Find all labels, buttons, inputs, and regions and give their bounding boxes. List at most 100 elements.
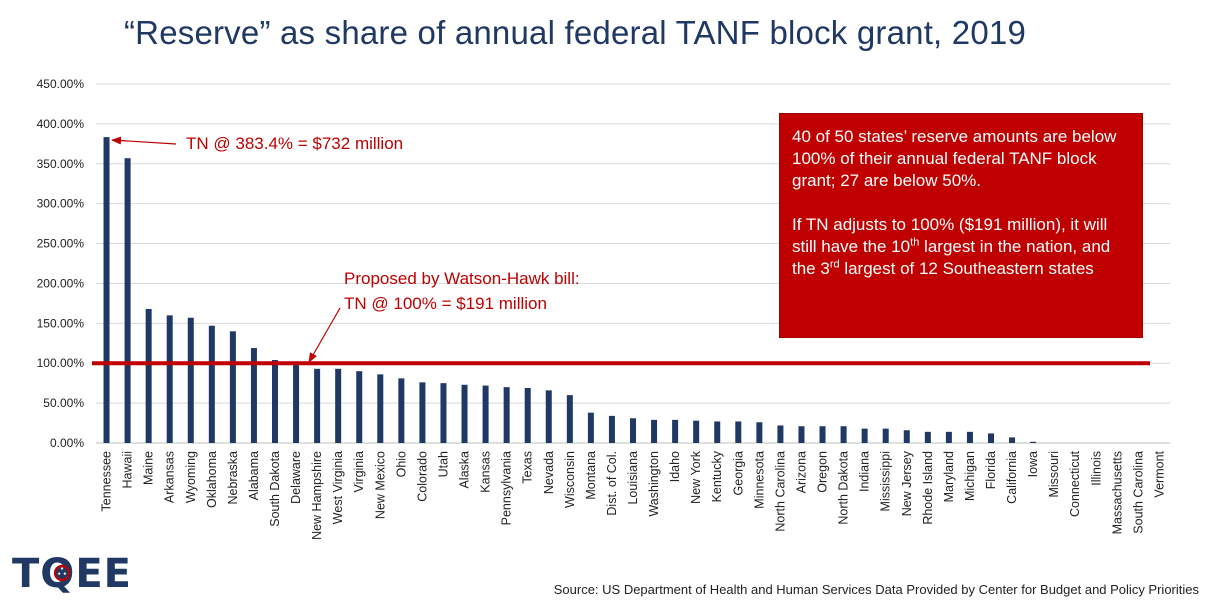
x-tick-label: Rhode Island [921,451,935,525]
x-tick-label: Tennessee [100,451,114,512]
bar [945,431,952,443]
bar [377,374,384,443]
logo-letters-ee: EE [75,551,132,597]
x-tick-label: New York [689,450,703,504]
callout-text-b: largest in the nation, and the 3 [792,237,1111,278]
x-tick-label: New Hampshire [310,451,324,540]
x-tick-label: Florida [984,451,998,489]
x-tick-label: Virginia [352,451,366,493]
bar [777,425,784,443]
x-axis-tick-labels: Tennessee Hawaii Maine Arkansas Wyoming Oklah… [100,450,1167,540]
bar [272,360,278,443]
bar [335,368,342,443]
x-tick-label: North Carolina [773,451,787,532]
x-tick-label: New Mexico [373,451,387,519]
x-tick-label: Louisiana [626,451,640,505]
callout-text-c: largest of 12 Southeastern states [839,259,1094,278]
x-tick-label: South Carolina [1131,451,1145,534]
bar [250,348,257,443]
x-tick-label: Nevada [542,451,556,494]
bar [145,308,152,443]
x-tick-label: Pennsylvania [500,451,514,525]
x-tick-label: Iowa [1026,451,1040,477]
tn-annotation-arrow [111,136,177,145]
x-tick-label: South Dakota [268,451,282,527]
bar [714,421,721,443]
x-tick-label: Illinois [1089,451,1103,486]
bar [861,428,868,443]
x-tick-label: Vermont [1152,450,1166,497]
callout-paragraph-2: If TN adjusts to 100% ($191 million), it… [792,214,1134,280]
annotation-arrows [111,136,341,363]
x-tick-label: Michigan [963,451,977,501]
y-tick-label: 50.00% [43,396,84,410]
bars [103,137,1037,443]
x-tick-label: Mississippi [879,451,893,511]
bar [672,419,679,443]
y-tick-label: 0.00% [50,436,84,450]
x-tick-label: Maine [142,451,156,485]
x-tick-label: West Virginia [331,451,345,524]
bar [187,317,194,443]
y-tick-label: 450.00% [37,77,85,91]
x-tick-label: Georgia [731,451,745,496]
y-tick-label: 150.00% [37,316,85,330]
y-axis-tick-labels: 0.00% 50.00% 100.00% 150.00% 200.00% 250.00% 3… [37,77,85,450]
bar [524,387,531,443]
x-tick-label: Oklahoma [205,451,219,508]
x-tick-label: Kansas [479,451,493,493]
x-tick-label: Alabama [247,451,261,500]
x-tick-label: Wisconsin [563,451,577,508]
bar [966,431,973,443]
x-tick-label: Kentucky [710,450,724,502]
watson-annotation-line-1: Proposed by Watson-Hawk bill: [344,269,580,288]
bar [903,430,910,443]
x-tick-label: Montana [584,451,598,500]
bar [651,419,658,443]
y-tick-label: 300.00% [37,197,85,211]
x-tick-label: Missouri [1047,451,1061,498]
callout-superscript-th: th [910,236,920,249]
y-tick-label: 100.00% [37,356,85,370]
x-tick-label: Utah [436,451,450,477]
x-tick-label: Wyoming [184,451,198,503]
y-tick-label: 350.00% [37,157,85,171]
bar [1030,441,1037,443]
bar [166,315,173,443]
bar [229,331,236,443]
bar [440,383,447,443]
x-tick-label: Hawaii [121,451,135,489]
bar [293,363,300,443]
y-tick-label: 250.00% [37,237,85,251]
bar [398,378,405,443]
y-tick-label: 200.00% [37,276,85,290]
x-tick-label: Colorado [415,451,429,502]
x-tick-label: Massachusetts [1110,451,1124,534]
bar [840,426,847,443]
x-tick-label: Maryland [942,451,956,502]
bar [566,395,573,443]
bar [482,385,489,443]
x-tick-label: New Jersey [900,450,914,516]
callout-text-a: If TN adjusts to 100% ($191 million), it… [792,215,1108,256]
x-tick-label: Ohio [394,451,408,477]
bar [608,415,615,443]
x-tick-label: Arkansas [163,451,177,503]
callout-superscript-rd: rd [829,258,840,271]
bar [124,158,131,443]
x-tick-label: Nebraska [226,451,240,505]
chart-title: “Reserve” as share of annual federal TAN… [123,14,1027,51]
bar [356,371,363,443]
callout-box: 40 of 50 states’ reserve amounts are bel… [779,113,1143,338]
watson-annotation-arrow [308,307,341,363]
x-tick-label: Washington [647,451,661,517]
x-tick-label: Alaska [458,451,472,489]
bar [314,368,321,443]
x-tick-label: Connecticut [1068,450,1082,517]
x-tick-label: Minnesota [752,451,766,509]
watson-hawk-annotation: Proposed by Watson-Hawk bill: TN @ 100% … [344,266,580,316]
x-tick-label: Delaware [289,451,303,504]
bar [587,412,594,443]
bar [756,422,763,443]
